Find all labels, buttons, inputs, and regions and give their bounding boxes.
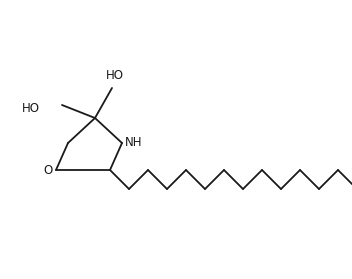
- Text: NH: NH: [125, 136, 143, 150]
- Text: O: O: [44, 163, 53, 177]
- Text: HO: HO: [22, 102, 40, 114]
- Text: HO: HO: [106, 69, 124, 82]
